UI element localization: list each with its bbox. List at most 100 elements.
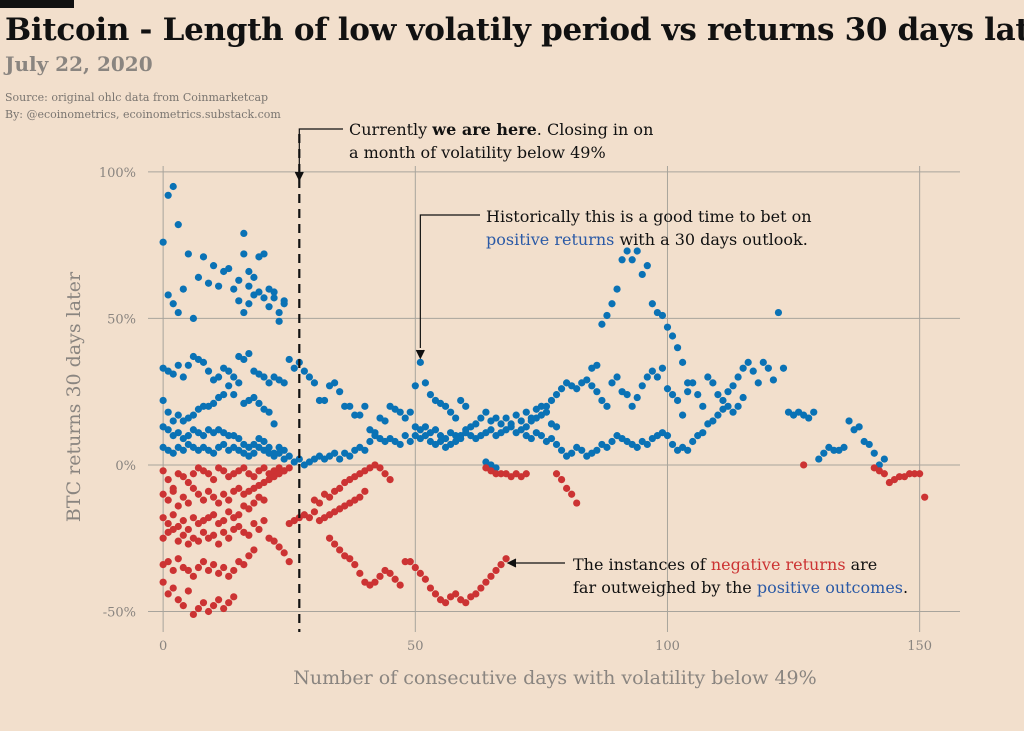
positive-return-point: [598, 396, 606, 405]
negative-return-point: [184, 499, 192, 507]
positive-return-point: [679, 358, 687, 366]
positive-return-point: [769, 376, 777, 384]
positive-return-point: [235, 297, 243, 305]
positive-return-point: [240, 229, 248, 238]
positive-return-point: [673, 396, 682, 405]
negative-return-point: [169, 584, 177, 592]
positive-return-point: [169, 449, 177, 457]
positive-return-point: [714, 411, 722, 419]
negative-return-point: [568, 490, 576, 498]
negative-return-point: [179, 531, 187, 539]
negative-return-point: [386, 475, 394, 484]
positive-return-point: [653, 373, 661, 381]
positive-return-point: [638, 382, 646, 390]
annotation-text: a month of volatility below 49%: [349, 143, 606, 162]
positive-return-point: [305, 373, 313, 381]
negative-return-point: [209, 602, 218, 610]
annotation-bold: we are here: [432, 120, 537, 139]
positive-return-point: [684, 388, 692, 396]
positive-return-point: [578, 446, 586, 454]
positive-return-point: [507, 423, 515, 431]
positive-return-point: [265, 379, 273, 387]
positive-return-point: [215, 373, 223, 381]
positive-return-point: [643, 262, 651, 270]
positive-return-point: [300, 367, 308, 375]
negative-return-point: [225, 508, 233, 516]
arrow-head: [415, 349, 425, 360]
positive-return-point: [744, 358, 752, 366]
positive-return-point: [840, 443, 848, 451]
positive-return-point: [320, 396, 329, 405]
negative-return-point: [220, 604, 228, 613]
negative-return-point: [220, 467, 228, 475]
positive-return-point: [260, 437, 268, 446]
positive-return-point: [189, 411, 197, 419]
annotation-historical: Historically this is a good time to bet …: [486, 205, 812, 251]
positive-return-point: [431, 426, 440, 434]
positive-return-point: [517, 417, 525, 425]
positive-return-point: [265, 303, 273, 311]
negative-return-point: [220, 490, 228, 498]
positive-return-point: [648, 300, 656, 308]
positive-return-point: [169, 300, 177, 308]
positive-return-point: [275, 449, 283, 457]
positive-return-point: [805, 414, 813, 422]
positive-return-point: [684, 446, 692, 454]
positive-return-point: [174, 411, 182, 419]
source-note: Source: original ohlc data from Coinmark…: [5, 89, 281, 123]
positive-return-point: [199, 402, 208, 410]
annotation-text: .: [903, 578, 909, 597]
positive-return-point: [623, 247, 631, 255]
positive-return-point: [734, 402, 742, 410]
chart-subtitle: July 22, 2020: [5, 52, 153, 76]
positive-return-point: [426, 391, 435, 399]
negative-return-point: [325, 493, 334, 501]
positive-return-point: [396, 440, 404, 449]
negative-return-point: [174, 555, 182, 563]
positive-return-point: [472, 420, 480, 428]
positive-return-point: [280, 379, 288, 387]
negative-return-point: [240, 464, 248, 472]
negative-return-point: [204, 607, 213, 616]
positive-return-point: [583, 376, 591, 384]
negative-return-point: [159, 514, 167, 522]
positive-return-point: [250, 449, 258, 457]
negative-return-point: [204, 470, 213, 478]
negative-return-point: [386, 569, 394, 577]
positive-return-point: [159, 238, 167, 246]
positive-return-point: [245, 282, 253, 290]
negative-return-point: [189, 514, 197, 522]
positive-return-point: [275, 317, 283, 325]
positive-return-point: [285, 452, 293, 460]
positive-return-point: [416, 358, 424, 366]
positive-return-point: [457, 396, 465, 405]
positive-return-point: [366, 426, 374, 434]
positive-return-point: [673, 344, 682, 352]
positive-return-point: [628, 402, 636, 410]
negative-returns-highlight: negative returns: [710, 555, 846, 574]
positive-return-point: [260, 250, 268, 258]
positive-return-point: [779, 364, 788, 372]
negative-return-point: [336, 484, 344, 492]
negative-return-point: [472, 590, 480, 598]
positive-return-point: [230, 391, 238, 399]
positive-return-point: [169, 417, 177, 425]
negative-return-point: [184, 478, 192, 487]
positive-return-point: [527, 434, 535, 443]
positive-return-point: [643, 373, 651, 381]
annotation-text: with a 30 days outlook.: [614, 230, 808, 249]
negative-return-point: [452, 590, 460, 598]
x-tick-label: 0: [159, 639, 167, 654]
positive-return-point: [245, 349, 253, 358]
data-points: [159, 182, 929, 619]
negative-return-point: [487, 572, 495, 580]
positive-return-point: [421, 379, 429, 387]
negative-return-point: [230, 593, 238, 601]
negative-return-point: [209, 560, 218, 569]
positive-return-point: [633, 443, 641, 451]
positive-return-point: [366, 437, 374, 446]
negative-return-point: [416, 569, 424, 577]
negative-return-point: [880, 470, 888, 478]
negative-return-point: [280, 549, 288, 557]
positive-return-point: [441, 402, 450, 410]
